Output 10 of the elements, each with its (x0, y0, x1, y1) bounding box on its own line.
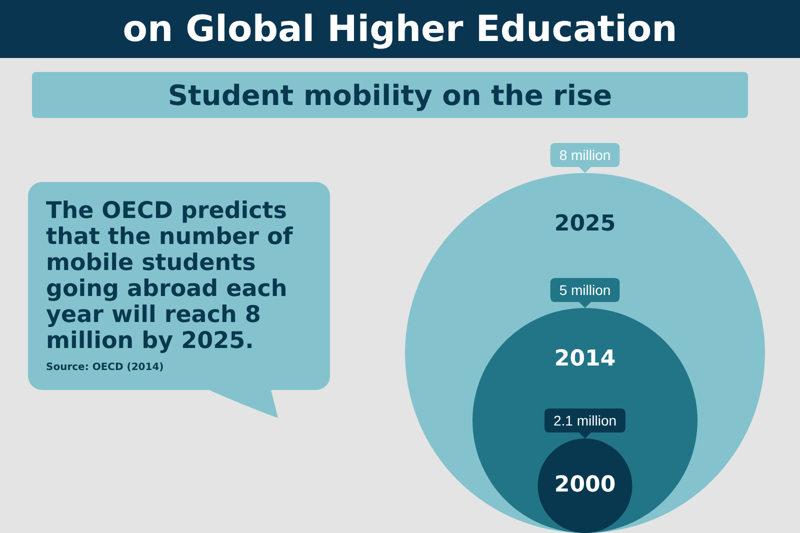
source-note: Source: OECD (2014) (46, 362, 165, 373)
text: on Global Higher Education (122, 8, 678, 50)
category-label: 2000 (554, 472, 616, 498)
data-label: 8 million (559, 146, 611, 163)
data-label: 5 million (559, 282, 611, 298)
text: The OECD predicts that the number of mobile students going abroad each year will reach 8 million by 2025. (46, 198, 294, 354)
category-label: 2014 (554, 346, 616, 372)
data-label: 2.1 million (553, 412, 617, 428)
category-label: 2025 (554, 212, 616, 237)
text: Student mobility on the rise (168, 78, 612, 112)
